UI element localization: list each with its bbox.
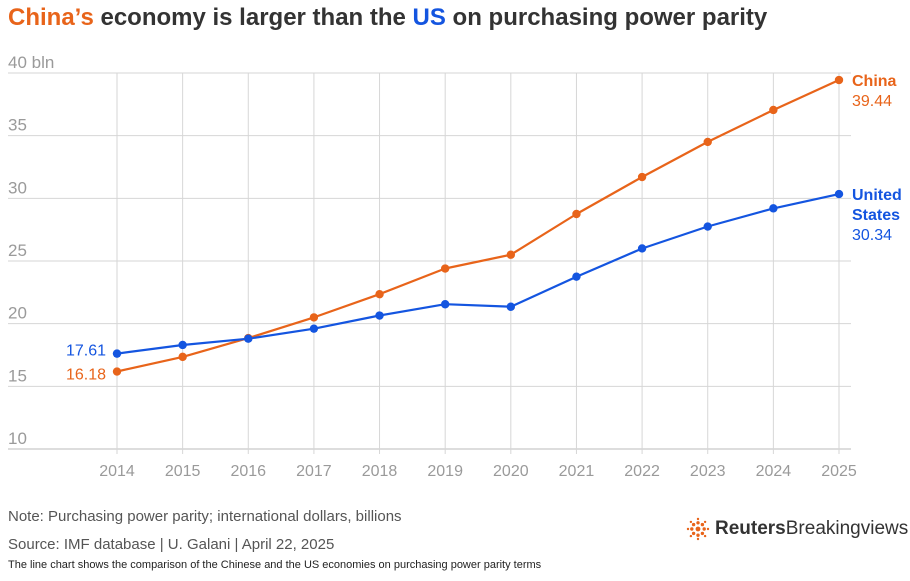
data-point bbox=[309, 313, 319, 322]
data-point bbox=[375, 311, 384, 320]
data-point bbox=[572, 272, 581, 281]
end-value-label: 30.34 bbox=[852, 227, 892, 244]
data-point bbox=[440, 300, 450, 309]
series-labels: 16.18 China 39.44 17.61 United States 30.34 bbox=[66, 73, 902, 384]
x-tick-label: 2016 bbox=[230, 463, 266, 480]
y-tick-label: 25 bbox=[8, 241, 27, 260]
data-point bbox=[834, 75, 844, 85]
data-point bbox=[834, 189, 844, 199]
series-points bbox=[112, 75, 844, 376]
title-end: on purchasing power parity bbox=[445, 4, 768, 31]
x-tick-label: 2018 bbox=[362, 463, 398, 480]
series-name-label: United bbox=[852, 187, 902, 204]
data-point bbox=[178, 352, 187, 362]
title-middle: economy is larger than the bbox=[93, 4, 413, 31]
y-tick-label: 15 bbox=[8, 366, 27, 385]
data-point bbox=[769, 204, 778, 213]
data-point bbox=[572, 209, 581, 219]
y-tick-label: 40 bln bbox=[8, 53, 54, 72]
data-point bbox=[375, 290, 384, 299]
start-value-label: 16.18 bbox=[66, 367, 106, 384]
x-tick-label: 2022 bbox=[624, 463, 660, 480]
x-grid bbox=[116, 73, 840, 454]
data-point bbox=[703, 222, 712, 231]
x-tick-label: 2021 bbox=[559, 463, 595, 480]
series-name-label: States bbox=[852, 207, 900, 224]
series-line-0 bbox=[116, 78, 840, 373]
chart-source: Source: IMF database | U. Galani | April… bbox=[8, 536, 335, 553]
x-tick-label: 2025 bbox=[821, 463, 857, 480]
end-value-label: 39.44 bbox=[852, 93, 892, 110]
y-grid: 10 15 20 25 30 35 40 bln bbox=[8, 53, 851, 450]
x-tick-label: 2024 bbox=[756, 463, 792, 480]
data-point bbox=[703, 137, 712, 147]
y-tick-label: 20 bbox=[8, 304, 27, 323]
reuters-logo-icon bbox=[686, 517, 710, 541]
reuters-breakingviews-logo: ReutersBreakingviews bbox=[686, 516, 908, 542]
y-tick-label: 35 bbox=[8, 116, 27, 135]
data-point bbox=[112, 367, 122, 376]
series-lines bbox=[116, 78, 840, 373]
data-point bbox=[506, 302, 516, 311]
title-us: US bbox=[412, 4, 446, 31]
x-axis: 2014 2015 2016 2017 2018 2019 2020 2021 2022 2023… bbox=[99, 463, 857, 480]
data-point bbox=[244, 334, 253, 343]
data-point bbox=[637, 172, 647, 182]
title-china: China’s bbox=[8, 4, 94, 31]
x-tick-label: 2014 bbox=[99, 463, 135, 480]
data-point bbox=[178, 340, 187, 350]
chart-title: China’s economy is larger than the US on… bbox=[8, 4, 767, 32]
x-tick-label: 2019 bbox=[427, 463, 463, 480]
x-tick-label: 2017 bbox=[296, 463, 332, 480]
chart-description: The line chart shows the comparison of t… bbox=[8, 559, 542, 571]
data-point bbox=[769, 105, 778, 115]
data-point bbox=[637, 244, 647, 253]
logo-product: Breakingviews bbox=[785, 518, 909, 539]
logo-brand: Reuters bbox=[715, 518, 786, 539]
y-tick-label: 30 bbox=[8, 178, 27, 197]
data-point bbox=[112, 349, 122, 358]
x-tick-label: 2020 bbox=[493, 463, 529, 480]
data-point bbox=[440, 264, 450, 273]
start-value-label: 17.61 bbox=[66, 343, 106, 360]
x-tick-label: 2015 bbox=[165, 463, 201, 480]
x-tick-label: 2023 bbox=[690, 463, 726, 480]
y-tick-label: 10 bbox=[8, 429, 27, 448]
series-line-1 bbox=[116, 193, 840, 355]
chart-note: Note: Purchasing power parity; internati… bbox=[8, 508, 402, 525]
series-name-label: China bbox=[852, 73, 897, 90]
data-point bbox=[506, 250, 516, 259]
data-point bbox=[309, 324, 319, 333]
